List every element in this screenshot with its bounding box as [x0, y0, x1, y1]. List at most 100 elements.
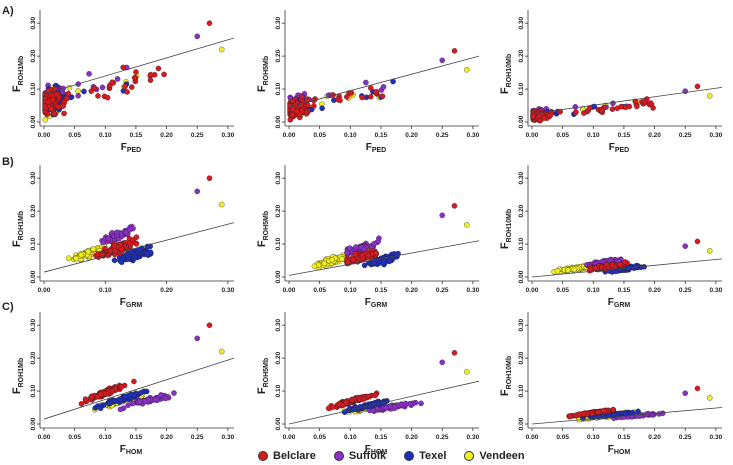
point-suffolk	[194, 188, 201, 195]
point-suffolk	[162, 395, 169, 402]
point-belclare	[303, 109, 310, 116]
point-belclare	[49, 96, 56, 103]
point-suffolk	[194, 335, 201, 342]
point-belclare	[557, 109, 563, 115]
x-tick-label: 0.30	[710, 287, 723, 294]
point-texel	[386, 258, 393, 265]
x-tick-label: 0.30	[710, 434, 723, 441]
legend: Belclare Suffolk Texel Vendeen	[258, 448, 525, 464]
point-belclare	[547, 112, 554, 119]
point-vendeen	[463, 369, 470, 375]
point-suffolk	[117, 406, 124, 413]
point-suffolk	[572, 104, 579, 110]
point-suffolk	[402, 400, 409, 407]
point-belclare	[95, 93, 101, 99]
point-belclare	[352, 251, 359, 257]
point-vendeen	[65, 255, 72, 261]
point-suffolk	[171, 390, 177, 396]
y-tick-label: 0.30	[518, 171, 525, 184]
point-belclare	[337, 97, 343, 104]
point-belclare	[641, 98, 648, 105]
y-tick-label: 0.00	[518, 115, 525, 128]
x-tick-label: 0.10	[99, 287, 112, 294]
x-tick-label: 0.25	[679, 132, 692, 139]
point-belclare	[120, 64, 126, 71]
point-texel	[97, 405, 104, 412]
point-texel	[137, 390, 144, 396]
point-vendeen	[75, 88, 81, 94]
y-axis-label: FROH1Mb	[11, 211, 25, 247]
x-tick-label: 0.10	[587, 287, 600, 294]
point-texel	[118, 258, 124, 265]
point-belclare	[379, 93, 386, 99]
point-suffolk	[100, 239, 106, 246]
point-vendeen	[42, 116, 49, 123]
x-axis-label: FGRM	[120, 297, 143, 309]
y-tick-label: 0.10	[275, 82, 282, 95]
point-belclare	[634, 103, 640, 110]
x-tick-label: 0.30	[710, 132, 723, 139]
point-suffolk	[75, 92, 81, 99]
y-tick-label: 0.00	[30, 417, 37, 430]
point-belclare	[368, 85, 374, 91]
panel-C2: 0.00 0.05 0.10 0.15 0.20 0.25 0.30 0.00 0.10 0.20…	[256, 312, 480, 456]
x-tick-label: 0.20	[160, 132, 173, 139]
legend-item-vendeen: Vendeen	[464, 450, 525, 462]
point-suffolk	[353, 244, 359, 250]
panel-A1: 0.00 0.05 0.10 0.15 0.20 0.25 0.30 0.00 0.10 0.20…	[11, 10, 235, 154]
point-belclare	[206, 175, 213, 181]
point-suffolk	[682, 390, 689, 396]
point-texel	[131, 392, 137, 398]
point-suffolk	[346, 245, 353, 251]
point-belclare	[601, 407, 607, 414]
x-tick-label: 0.30	[222, 132, 235, 139]
point-belclare	[129, 84, 135, 90]
x-axis-label: FGRM	[365, 297, 388, 309]
y-tick-label: 0.10	[30, 384, 37, 397]
point-suffolk	[682, 243, 689, 249]
point-belclare	[581, 110, 587, 116]
legend-swatch-texel	[404, 451, 415, 461]
point-belclare	[361, 396, 367, 402]
point-vendeen	[463, 67, 470, 73]
point-belclare	[287, 116, 294, 123]
x-tick-label: 0.25	[191, 132, 204, 139]
panel-C1: 0.00 0.05 0.10 0.15 0.20 0.25 0.30 0.00 0.10 0.20…	[11, 312, 235, 456]
y-tick-label: 0.20	[275, 351, 282, 364]
point-belclare	[603, 261, 610, 268]
x-tick-label: 0.05	[313, 287, 326, 294]
x-tick-label: 0.00	[283, 434, 296, 441]
panel-B3: 0.00 0.05 0.10 0.15 0.20 0.25 0.30 0.00 0.10 0.20…	[499, 165, 723, 309]
panel-A3: 0.00 0.05 0.10 0.15 0.20 0.25 0.30 0.00 0.10 0.20…	[499, 10, 723, 154]
point-suffolk	[392, 404, 398, 410]
point-belclare	[530, 113, 537, 120]
y-tick-label: 0.10	[518, 384, 525, 397]
x-tick-label: 0.20	[405, 287, 418, 294]
point-suffolk	[610, 100, 616, 107]
trend-line	[43, 357, 235, 420]
y-tick-label: 0.00	[275, 417, 282, 430]
y-tick-label: 0.00	[518, 417, 525, 430]
point-belclare	[294, 108, 300, 115]
point-vendeen	[565, 267, 571, 273]
point-texel	[380, 259, 387, 266]
x-tick-label: 0.00	[38, 434, 51, 441]
point-belclare	[161, 71, 167, 78]
y-axis-label: FROH1Mb	[11, 358, 25, 394]
y-tick-label: 0.20	[275, 49, 282, 62]
point-texel	[622, 410, 629, 416]
point-texel	[361, 262, 368, 269]
point-belclare	[147, 71, 154, 78]
x-tick-label: 0.30	[467, 287, 480, 294]
legend-item-suffolk: Suffolk	[333, 450, 386, 462]
legend-label-vendeen: Vendeen	[479, 450, 525, 462]
point-belclare	[573, 109, 579, 115]
x-tick-label: 0.10	[344, 132, 357, 139]
point-vendeen	[554, 268, 561, 274]
x-tick-label: 0.20	[160, 287, 173, 294]
x-tick-label: 0.30	[222, 434, 235, 441]
point-belclare	[451, 48, 458, 54]
point-suffolk	[158, 392, 164, 398]
point-belclare	[694, 238, 701, 245]
point-texel	[635, 408, 641, 415]
